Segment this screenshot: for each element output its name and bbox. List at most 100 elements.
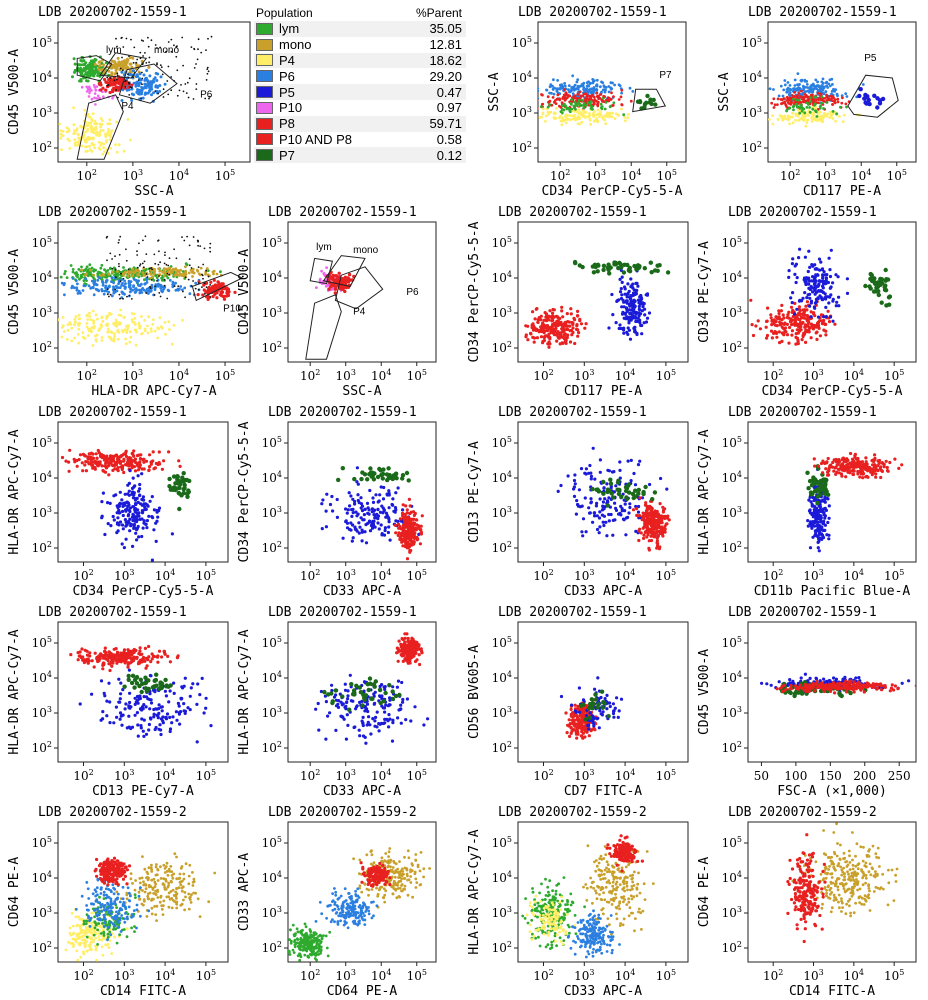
event-dot-p8 (785, 99, 789, 102)
event-dot-p5 (633, 299, 637, 304)
gate-p6 (334, 266, 384, 310)
event-dot-lym (53, 274, 56, 277)
event-dot-p5 (132, 485, 136, 489)
event-dot-p5 (622, 331, 626, 335)
event-dot-p4 (132, 312, 136, 316)
event-dot-p4 (74, 315, 78, 318)
event-dot-p4 (91, 112, 95, 116)
event-dot-p4 (102, 146, 105, 150)
event-dot-p8 (337, 271, 341, 275)
event-dot-p5 (863, 100, 868, 105)
event-dot-p7 (406, 478, 411, 483)
event-dot-p10 (320, 269, 323, 273)
event-dot-p8 (592, 95, 596, 99)
event-dot-p5 (131, 518, 135, 523)
event-dot-p6 (576, 78, 580, 81)
event-dot-p4 (103, 150, 106, 154)
event-dot-p8 (597, 94, 600, 98)
event-dot-ungated (145, 292, 148, 294)
tick-label: 102 (722, 340, 742, 355)
event-dot-lym (820, 101, 823, 105)
event-dot-p5 (602, 486, 606, 490)
event-dot-p8 (777, 311, 781, 316)
event-dot-p5 (637, 301, 641, 305)
tick-label: 103 (742, 105, 762, 120)
event-dot-lym (795, 102, 798, 106)
event-dot-p7 (607, 271, 612, 276)
event-dot-ungated (114, 268, 117, 271)
event-dot-p6 (136, 81, 140, 85)
event-dot-p5 (371, 523, 376, 528)
event-dot-p6 (789, 88, 792, 91)
event-dot-ungated (141, 71, 143, 74)
event-dot-p5 (606, 468, 610, 472)
event-dot-p6 (533, 86, 536, 89)
event-dot-p4 (59, 136, 63, 140)
event-dot-p5 (378, 493, 382, 497)
event-dot-ungated (182, 290, 184, 293)
event-dot-p4 (115, 120, 119, 124)
event-dot-p5 (368, 488, 372, 493)
event-dot-ungated (142, 55, 145, 57)
event-dot-p5 (627, 321, 631, 325)
event-dot-p5 (633, 483, 638, 487)
event-dot-p7 (377, 466, 382, 472)
event-dot-p8 (770, 318, 774, 323)
event-dot-p4 (106, 131, 110, 135)
event-dot-p5 (828, 315, 833, 319)
event-dot-p4 (605, 115, 609, 118)
event-dot-p4 (783, 116, 787, 120)
event-dot-p6 (179, 285, 183, 288)
event-dot-p4 (97, 140, 101, 144)
event-dot-p6 (60, 281, 64, 285)
event-dot-lym (560, 108, 564, 111)
event-dot-p4 (101, 129, 105, 132)
event-dot-ungated (167, 41, 170, 43)
event-dot-p4 (798, 117, 802, 121)
event-dot-p5 (360, 504, 365, 508)
event-dot-p4 (796, 113, 800, 116)
event-dot-ungated (196, 58, 199, 61)
tick-label: 102 (32, 540, 52, 555)
tick-label: 105 (742, 35, 762, 50)
event-dot-p8 (844, 102, 848, 106)
event-dot-p4 (108, 118, 112, 122)
event-dot-p5 (819, 289, 823, 293)
event-dot-p8 (822, 328, 826, 332)
event-dot-p7 (645, 93, 650, 99)
event-dot-p8 (158, 462, 162, 466)
event-dot-mono (93, 62, 97, 66)
event-dot-p8 (210, 288, 214, 292)
event-dot-p4 (561, 118, 565, 121)
event-dot-p5 (142, 498, 146, 502)
event-dot-p8 (202, 283, 206, 287)
event-dot-p4 (72, 123, 76, 127)
event-dot-p4 (533, 117, 536, 120)
event-dot-p7 (400, 476, 405, 481)
tick-label: 102 (550, 168, 570, 183)
event-dot-ungated (157, 263, 160, 266)
gate-label: lym (316, 242, 332, 253)
event-dot-p5 (618, 277, 622, 281)
event-dot-p6 (111, 288, 115, 291)
event-dot-p8 (792, 95, 796, 99)
event-dot-ungated (186, 81, 189, 84)
event-dot-p8 (812, 311, 816, 315)
event-dot-p6 (801, 84, 805, 88)
event-dot-p8 (401, 503, 405, 507)
tick-label: 104 (32, 270, 52, 285)
event-dot-ungated (133, 46, 136, 49)
event-dot-p5 (635, 332, 639, 337)
event-dot-p10 (90, 97, 94, 101)
event-dot-p4 (140, 332, 144, 336)
event-dot-p7 (177, 479, 182, 484)
event-dot-lym (822, 107, 825, 110)
event-dot-p8 (800, 315, 804, 319)
event-dot-p8 (558, 342, 562, 346)
event-dot-p8 (120, 464, 125, 468)
event-dot-p8 (545, 329, 549, 333)
event-dot-p4 (838, 115, 841, 118)
event-dot-mono (80, 268, 83, 272)
event-dot-p5 (632, 293, 636, 297)
event-dot-p5 (387, 520, 391, 524)
